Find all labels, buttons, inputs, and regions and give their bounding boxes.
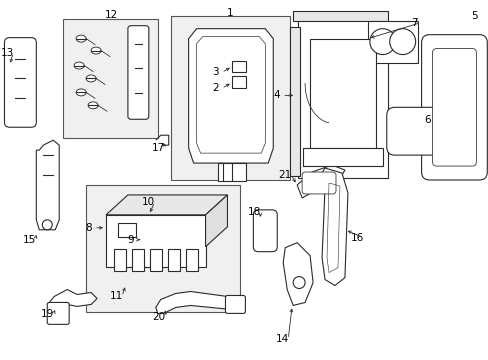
Bar: [63, 19, 158, 138]
Text: 12: 12: [104, 10, 118, 20]
Polygon shape: [188, 29, 273, 163]
Text: 5: 5: [470, 11, 477, 21]
Polygon shape: [49, 289, 97, 309]
Bar: [170, 16, 289, 180]
Polygon shape: [36, 140, 59, 230]
FancyBboxPatch shape: [432, 49, 475, 166]
FancyBboxPatch shape: [421, 35, 487, 180]
Text: 19: 19: [41, 309, 54, 319]
FancyBboxPatch shape: [253, 210, 277, 252]
Text: 17: 17: [152, 143, 165, 153]
Bar: [185, 249, 197, 271]
Circle shape: [293, 276, 305, 288]
Text: 20: 20: [152, 312, 165, 323]
Bar: [118, 223, 136, 237]
Bar: [298, 19, 387, 178]
Text: 15: 15: [22, 235, 36, 245]
FancyBboxPatch shape: [225, 296, 245, 314]
Circle shape: [389, 29, 415, 55]
Ellipse shape: [76, 89, 86, 96]
Text: 8: 8: [84, 223, 91, 233]
Text: 2: 2: [212, 84, 219, 93]
Text: 4: 4: [272, 90, 279, 100]
Ellipse shape: [76, 35, 86, 42]
Bar: [149, 249, 162, 271]
Polygon shape: [156, 292, 235, 314]
Bar: [106, 215, 205, 267]
Ellipse shape: [86, 75, 96, 82]
Ellipse shape: [74, 62, 84, 69]
Bar: [218, 163, 245, 181]
Polygon shape: [297, 165, 344, 198]
FancyBboxPatch shape: [47, 302, 69, 324]
Bar: [367, 21, 417, 63]
Bar: [114, 249, 126, 271]
Ellipse shape: [88, 102, 98, 109]
Bar: [167, 249, 179, 271]
Text: 18: 18: [247, 207, 261, 217]
Text: 1: 1: [227, 8, 233, 18]
Text: 3: 3: [212, 67, 219, 77]
Bar: [232, 60, 246, 72]
Bar: [303, 148, 382, 166]
Bar: [232, 76, 246, 89]
Text: 14: 14: [275, 334, 288, 344]
Bar: [86, 185, 240, 312]
Bar: [293, 11, 387, 21]
Bar: [289, 27, 300, 176]
FancyBboxPatch shape: [386, 107, 456, 155]
Text: 11: 11: [109, 292, 122, 301]
Bar: [132, 249, 143, 271]
Polygon shape: [283, 243, 312, 305]
Polygon shape: [106, 195, 227, 215]
Polygon shape: [205, 195, 227, 247]
Circle shape: [369, 29, 395, 55]
Text: 6: 6: [424, 115, 430, 125]
Ellipse shape: [91, 47, 101, 54]
Text: 21: 21: [278, 170, 291, 180]
FancyBboxPatch shape: [302, 172, 335, 194]
Text: 10: 10: [142, 197, 155, 207]
Bar: [309, 39, 375, 148]
Text: 16: 16: [350, 233, 364, 243]
Polygon shape: [320, 168, 347, 285]
Circle shape: [42, 220, 52, 230]
FancyBboxPatch shape: [128, 26, 148, 119]
Text: 13: 13: [1, 48, 14, 58]
Text: 9: 9: [127, 235, 134, 245]
FancyBboxPatch shape: [4, 38, 36, 127]
Text: 7: 7: [410, 18, 417, 28]
